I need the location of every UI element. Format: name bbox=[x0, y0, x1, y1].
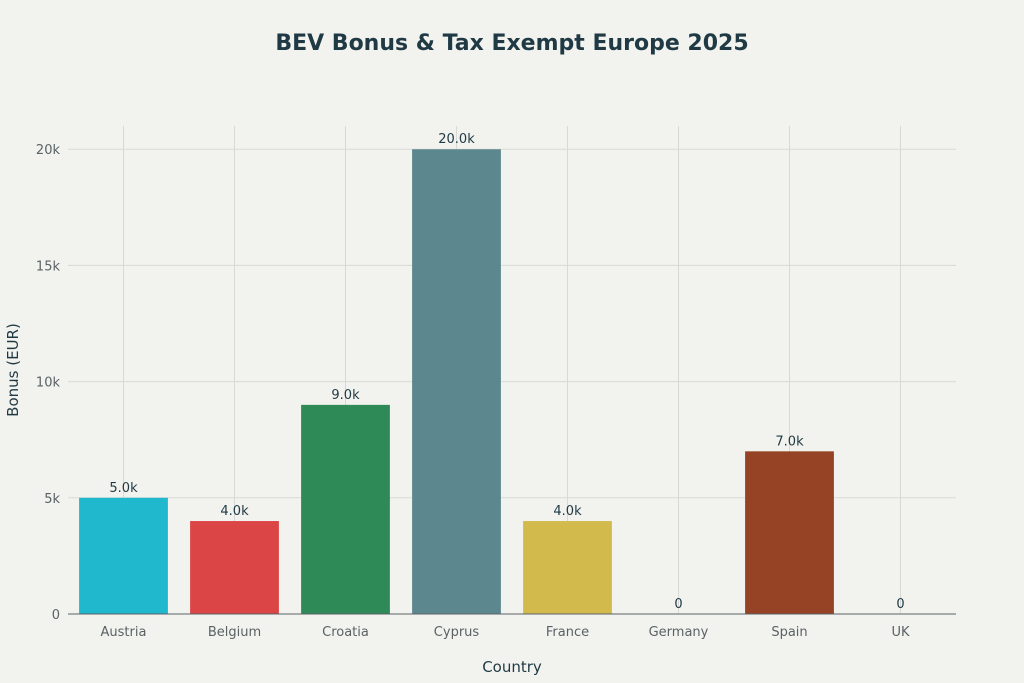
x-tick-label-croatia: Croatia bbox=[322, 625, 369, 640]
data-label-spain: 7.0k bbox=[775, 434, 804, 449]
chart-title: BEV Bonus & Tax Exempt Europe 2025 bbox=[275, 31, 748, 56]
x-tick-label-belgium: Belgium bbox=[208, 625, 261, 640]
y-tick-label: 0 bbox=[52, 608, 60, 623]
y-tick-label: 5k bbox=[44, 492, 60, 507]
x-tick-labels: Austria Belgium Croatia Cyprus France Germany… bbox=[101, 625, 910, 640]
bar-france bbox=[523, 521, 612, 614]
x-tick-label-austria: Austria bbox=[101, 625, 147, 640]
data-label-austria: 5.0k bbox=[109, 481, 138, 496]
data-labels-layer: 5.0k 4.0k 9.0k 20.0k 4.0k 0 7.0k 0 bbox=[109, 132, 904, 612]
grid-layer bbox=[68, 126, 956, 614]
x-tick-label-spain: Spain bbox=[771, 625, 807, 640]
data-label-germany: 0 bbox=[674, 597, 682, 612]
x-tick-label-germany: Germany bbox=[649, 625, 709, 640]
data-label-uk: 0 bbox=[896, 597, 904, 612]
x-tick-label-cyprus: Cyprus bbox=[434, 625, 480, 640]
bar-cyprus bbox=[412, 149, 501, 614]
bar-austria bbox=[79, 497, 168, 614]
y-tick-label: 10k bbox=[36, 376, 61, 391]
bar-spain bbox=[745, 451, 834, 614]
data-label-cyprus: 20.0k bbox=[438, 132, 475, 147]
data-label-france: 4.0k bbox=[553, 504, 582, 519]
x-axis-title: Country bbox=[482, 658, 542, 676]
bars-layer bbox=[79, 149, 834, 614]
y-tick-label: 15k bbox=[36, 259, 61, 274]
x-tick-label-uk: UK bbox=[891, 625, 910, 640]
data-label-croatia: 9.0k bbox=[331, 388, 360, 403]
y-tick-label: 20k bbox=[36, 143, 61, 158]
bar-croatia bbox=[301, 404, 390, 614]
bar-belgium bbox=[190, 521, 279, 614]
y-tick-labels: 0 5k 10k 15k 20k bbox=[36, 143, 61, 623]
x-tick-label-france: France bbox=[546, 625, 589, 640]
y-axis-title: Bonus (EUR) bbox=[4, 323, 22, 417]
data-label-belgium: 4.0k bbox=[220, 504, 249, 519]
